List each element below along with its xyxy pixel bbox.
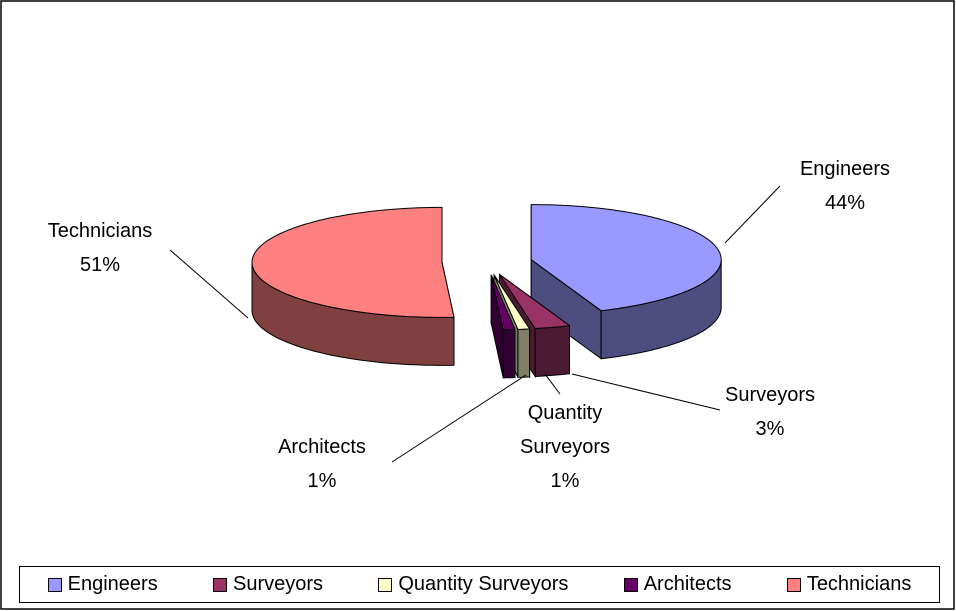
legend-label: Architects (643, 573, 732, 595)
slice-top (490, 274, 516, 331)
legend-swatch (623, 577, 638, 592)
legend-item: Quantity Surveyors (378, 573, 568, 596)
slice-top (493, 274, 531, 330)
label-value: 1% (307, 470, 337, 492)
label-value: 51% (79, 254, 121, 276)
legend-swatch (378, 577, 393, 592)
slice-outer-wall (502, 328, 516, 379)
label-value: 1% (550, 470, 580, 492)
label-category: Engineers (799, 158, 891, 180)
data-label: Engineers 44% (780, 152, 910, 220)
slice-top (251, 206, 455, 318)
slice-outer-wall (517, 328, 531, 378)
data-label: Technicians 51% (35, 214, 165, 282)
label-value: 44% (824, 192, 866, 214)
legend-item: Technicians (786, 573, 912, 596)
legend-item: Surveyors (213, 573, 323, 596)
label-category: Technicians (47, 220, 153, 242)
legend: Engineers Surveyors Quantity Surveyors Arch… (19, 566, 940, 603)
legend-label: Engineers (67, 573, 158, 595)
legend-swatch (47, 577, 62, 592)
label-category: Surveyors (724, 384, 816, 406)
leader-line (391, 374, 527, 463)
slice-top (530, 204, 722, 312)
label-category: Quantity Surveyors (519, 402, 611, 458)
legend-label: Technicians (806, 573, 912, 595)
data-label: Architects 1% (257, 430, 387, 498)
leader-line (724, 185, 781, 244)
data-label: Quantity Surveyors 1% (510, 396, 620, 498)
legend-item: Architects (623, 573, 732, 596)
pie-slice (251, 206, 455, 366)
legend-label: Surveyors (233, 573, 324, 595)
slice-top (499, 274, 571, 330)
label-value: 3% (755, 418, 785, 440)
leader-line (571, 373, 721, 411)
label-category: Architects (278, 436, 366, 458)
legend-label: Quantity Surveyors (398, 573, 569, 595)
pie-slice (530, 204, 722, 360)
pie-slice (490, 274, 516, 379)
legend-swatch (786, 577, 801, 592)
legend-swatch (213, 577, 227, 592)
leader-line (169, 249, 249, 319)
data-label: Surveyors 3% (705, 378, 835, 446)
leader-line (544, 373, 561, 395)
slice-outer-wall (534, 325, 570, 378)
legend-item: Engineers (47, 573, 158, 596)
